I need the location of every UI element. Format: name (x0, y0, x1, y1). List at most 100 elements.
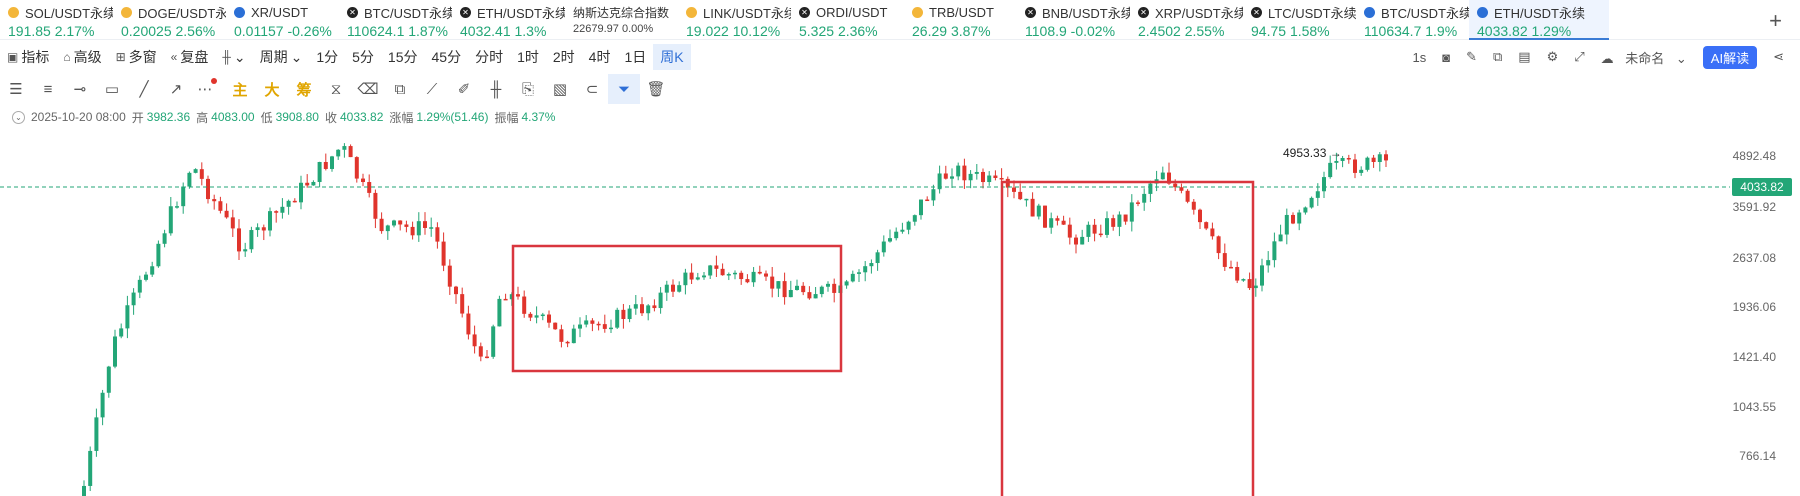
candle-body (398, 220, 403, 225)
magnet-icon[interactable]: ⊂ (585, 81, 599, 98)
interval-tab[interactable]: 2时 (552, 49, 575, 65)
ticker-name: DOGE/USDT永续 (138, 5, 226, 21)
share-network-icon[interactable]: ⋖ (1773, 49, 1784, 64)
candle-body (156, 243, 161, 267)
candle-body (1359, 169, 1364, 173)
camera-icon[interactable]: ◙ (1442, 49, 1451, 65)
edit-icon[interactable]: ✎ (1466, 49, 1477, 64)
arrow-line-icon[interactable]: ↗ (169, 81, 183, 98)
candle-body (1204, 222, 1209, 229)
interval-tab[interactable]: 1时 (517, 49, 539, 65)
collapse-icon[interactable]: ⌄ (12, 110, 25, 124)
ticker-tab[interactable]: ✕ LTC/USDT永续 94.75 1.58% (1243, 0, 1356, 40)
candle-body (441, 241, 446, 266)
gear-icon[interactable]: ⚙ (1546, 49, 1559, 64)
ai-read-button[interactable]: AI解读 (1702, 45, 1758, 69)
candle-body (950, 176, 954, 179)
candle-body (900, 229, 905, 232)
ruler-icon[interactable]: ⟋ (426, 80, 438, 98)
candle-settings-icon[interactable]: ╫ (490, 80, 502, 98)
candle-body (361, 178, 365, 183)
candle-body (1291, 214, 1295, 224)
ticker-tab[interactable]: XR/USDT 0.01157 -0.26% (226, 0, 339, 40)
ticker-tab[interactable]: ETH/USDT永续 4033.82 1.29% (1469, 0, 1609, 40)
multi-window-button[interactable]: ⊞ 多窗 (109, 44, 164, 70)
ticker-price: 191.85 (8, 23, 51, 39)
candle-body (280, 206, 285, 213)
rate-label[interactable]: 1s (1412, 49, 1427, 65)
horizontal-line-icon[interactable]: ⊸ (73, 81, 87, 98)
candle-body (733, 272, 737, 275)
interval-tab[interactable]: 45分 (431, 49, 462, 65)
ticker-tab[interactable]: ✕ ORDI/USDT 5.325 2.36% (791, 0, 904, 40)
candle-body (187, 172, 192, 187)
clipboard-icon[interactable]: ⎘ (521, 80, 534, 98)
candle-body (627, 308, 632, 320)
image-edit-icon[interactable]: ▧ (552, 81, 568, 98)
candle-body (1297, 212, 1302, 224)
rectangle-icon[interactable]: ▭ (104, 81, 120, 98)
candle-body (88, 450, 93, 486)
lines-icon[interactable]: ≡ (43, 80, 53, 98)
ticker-tab[interactable]: ✕ BTC/USDT永续 110624.1 1.87% (339, 0, 452, 40)
interval-tab[interactable]: 4时 (588, 49, 611, 65)
fullscreen-icon[interactable]: ⤢ (1574, 49, 1585, 64)
menu-icon[interactable]: ☰ (9, 81, 23, 98)
candle-body (342, 146, 347, 150)
big-order-button[interactable]: 大 (264, 81, 280, 99)
interval-tab[interactable]: 15分 (387, 49, 418, 65)
compare-icon[interactable]: ⧖ (330, 80, 342, 98)
chart-type-button[interactable]: ╫ ⌄ (215, 44, 252, 70)
interval-tab[interactable]: 周K (653, 44, 691, 70)
candle-body (1142, 193, 1147, 203)
high-label: 高 (196, 110, 209, 125)
filter-icon[interactable]: ⏷ (608, 74, 640, 104)
advanced-button[interactable]: ⌂ 高级 (56, 44, 108, 70)
candle-body (875, 252, 880, 264)
candle-body (94, 417, 99, 451)
ticker-tab[interactable]: DOGE/USDT永续 0.20025 2.56% (113, 0, 226, 40)
price-tick-label: 1043.55 (1733, 400, 1777, 414)
indicator-button[interactable]: ▣ 指标 (0, 44, 56, 70)
toolbar-right: 1s ◙ ✎ ⧉ ▤ ⚙ ⤢ ☁ 未命名 ⌄ AI解读 ⋖ (1404, 42, 1792, 72)
candle-body (1353, 159, 1357, 173)
layout-icon[interactable]: ▤ (1518, 49, 1531, 64)
ticker-tab[interactable]: ✕ ETH/USDT永续 4032.41 1.3% (452, 0, 565, 40)
interval-tab[interactable]: 1分 (316, 49, 339, 65)
candlestick-chart[interactable]: 4892.48 3591.92 2637.08 1936.06 1421.40 1043.… (0, 128, 1800, 496)
ticker-tab[interactable]: BTC/USDT永续 110634.7 1.9% (1356, 0, 1469, 40)
trash-icon[interactable]: 🗑 (646, 81, 666, 98)
replay-button[interactable]: «复盘 (164, 44, 216, 70)
ticker-tab[interactable]: SOL/USDT永续 191.85 2.17% (0, 0, 113, 40)
candle-body (1328, 162, 1333, 178)
candle-body (1309, 197, 1314, 208)
copy-icon[interactable]: ⧉ (394, 80, 406, 98)
ticker-tab[interactable]: LINK/USDT永续 19.022 10.12% (678, 0, 791, 40)
share-icon[interactable]: ⧉ (1492, 49, 1503, 64)
cloud-save-button[interactable]: ☁ 未命名 ⌄ (1600, 50, 1687, 66)
add-tab-icon[interactable]: + (1769, 8, 1782, 33)
ticker-tab[interactable]: 纳斯达克综合指数 22679.97 0.00% (565, 0, 678, 40)
period-button[interactable]: 周期 ⌄ (253, 44, 310, 70)
ticker-price: 0.20025 (121, 23, 172, 39)
more-icon[interactable]: ⋯ (192, 74, 224, 104)
candle-body (751, 271, 756, 283)
ticker-tab[interactable]: TRB/USDT 26.29 3.87% (904, 0, 1017, 40)
candle-body (615, 309, 620, 328)
ticker-tab[interactable]: ✕ XRP/USDT永续 2.4502 2.55% (1130, 0, 1243, 40)
trend-line-icon[interactable]: ╱ (139, 81, 149, 98)
erase-icon[interactable]: ⌫ (357, 81, 379, 98)
interval-tab[interactable]: 1日 (624, 49, 647, 65)
brush-icon[interactable]: ✐ (457, 81, 471, 98)
candle-body (503, 298, 508, 301)
chip-button[interactable]: 筹 (296, 81, 312, 99)
ticker-tab[interactable]: ✕ BNB/USDT永续 1108.9 -0.02% (1017, 0, 1130, 40)
interval-tab[interactable]: 分时 (475, 49, 504, 65)
candle-body (224, 210, 229, 218)
interval-tab[interactable]: 5分 (352, 49, 374, 65)
candle-body (491, 326, 496, 357)
chevron-down-icon: ⌄ (290, 49, 303, 65)
coin-icon: ✕ (347, 6, 358, 18)
main-indicator-button[interactable]: 主 (232, 81, 248, 99)
candle-body (1278, 234, 1283, 242)
